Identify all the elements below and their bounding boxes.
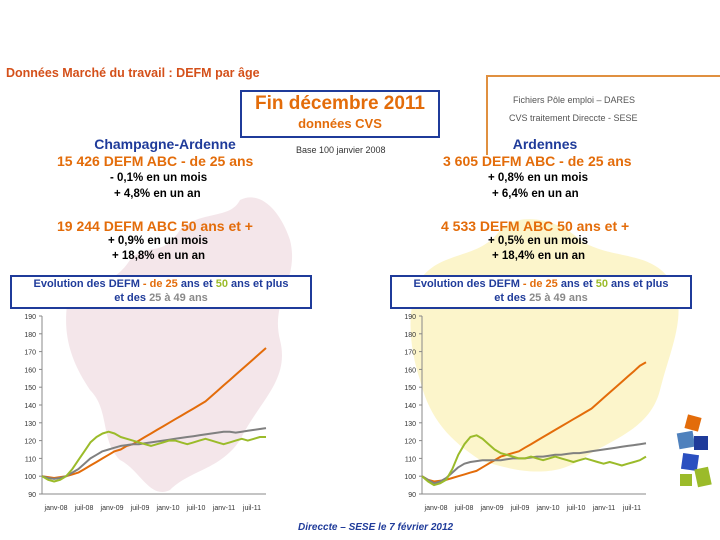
right-evo-text-3: - de 25: [522, 278, 558, 290]
left-chart-series-line-0: [41, 347, 267, 479]
base-note: Base 100 janvier 2008: [296, 145, 386, 155]
left-chart-ytick-label: 130: [24, 421, 36, 428]
right-chart-ytick-label: 90: [408, 492, 416, 499]
heading-line-2: données CVS: [298, 116, 382, 131]
right-chart-xtick-label: juil-10: [566, 505, 586, 512]
right-chart-xtick-label: juil-08: [454, 505, 474, 512]
left-chart-xtick-label: janv-08: [44, 505, 68, 512]
right-chart-ytick-label: 160: [404, 367, 416, 374]
left-evo-text-1: Evolution des: [33, 278, 106, 290]
left-chart-ytick-label: 100: [24, 474, 36, 481]
footer-note: Direccte – SESE le 7 février 2012: [298, 522, 454, 533]
right-chart-ytick-label: 180: [404, 332, 416, 339]
right-chart-xtick-label: janv-11: [592, 505, 616, 512]
right-evolution-box: Evolution des DEFM - de 25 ans et 50 ans…: [390, 275, 692, 309]
left-chart-series-line-2: [41, 430, 266, 483]
right-evo-text-2: DEFM: [488, 278, 520, 290]
page-title: Données Marché du travail : DEFM par âge: [6, 66, 260, 80]
right-chart-xtick-label: juil-11: [622, 505, 641, 512]
left-chart-xtick-label: juil-11: [242, 505, 261, 512]
right-chart-xtick-label: janv-09: [480, 505, 504, 512]
left-chart-ytick-label: 170: [24, 350, 36, 357]
right-evo-text-6: ans et plus: [611, 278, 669, 290]
left-chart-ytick-label: 180: [24, 332, 36, 339]
left-senior-month: + 0,9% en un mois: [108, 235, 209, 247]
left-line-chart: 90 100 110 120 130 140 150 160 170 180 190 janv-08 j…: [24, 314, 267, 512]
left-young-count: 15 426 DEFM ABC - de 25 ans: [57, 153, 254, 169]
right-evo-text-4: ans et: [560, 278, 593, 290]
left-chart-ytick-label: 90: [28, 492, 36, 499]
left-evo-text-8: 25 à 49: [149, 292, 186, 304]
left-young-year: + 4,8% en un an: [114, 188, 201, 200]
left-evo-text-5: 50: [215, 278, 228, 290]
right-evo-text-7: et des: [494, 292, 526, 304]
right-chart-series-line-2: [421, 434, 647, 487]
left-evo-text-6: ans et plus: [231, 278, 289, 290]
right-chart-xtick-label: janv-08: [424, 505, 448, 512]
right-chart-ytick-label: 120: [404, 439, 416, 446]
left-chart-ytick-label: 160: [24, 367, 36, 374]
right-evolution-line-1: Evolution des DEFM - de 25 ans et 50 ans…: [392, 277, 690, 291]
right-chart-ytick-label: 190: [404, 314, 416, 321]
header-rule-vertical: [486, 75, 488, 155]
right-senior-year: + 18,4% en un an: [492, 250, 585, 262]
right-chart-xtick-label: juil-09: [510, 505, 530, 512]
right-young-month: + 0,8% en un mois: [488, 172, 589, 184]
right-chart-ytick-label: 150: [404, 385, 416, 392]
left-chart-xtick-label: juil-09: [130, 505, 150, 512]
left-chart-xtick-label: juil-08: [74, 505, 94, 512]
left-evolution-line-1: Evolution des DEFM - de 25 ans et 50 ans…: [12, 277, 310, 291]
left-chart-xtick-label: juil-10: [186, 505, 206, 512]
heading-line-1: Fin décembre 2011: [254, 93, 426, 114]
left-evo-text-3: - de 25: [142, 278, 178, 290]
right-chart-xtick-label: janv-10: [536, 505, 560, 512]
left-evo-text-7: et des: [114, 292, 146, 304]
left-senior-year: + 18,8% en un an: [112, 250, 205, 262]
right-chart-ytick-label: 100: [404, 474, 416, 481]
left-chart-ytick-label: 120: [24, 439, 36, 446]
left-senior-count: 19 244 DEFM ABC 50 ans et +: [57, 218, 253, 234]
left-evolution-line-2: et des 25 à 49 ans: [12, 291, 310, 305]
right-chart-series-line-0: [421, 361, 647, 483]
left-chart-ytick-label: 190: [24, 314, 36, 321]
right-chart-ytick-label: 140: [404, 403, 416, 410]
right-evo-text-5: 50: [595, 278, 608, 290]
source-line-2: CVS traitement Direccte - SESE: [509, 113, 638, 123]
left-chart-ytick-label: 140: [24, 403, 36, 410]
left-evolution-box: Evolution des DEFM - de 25 ans et 50 ans…: [10, 275, 312, 309]
left-evo-text-4: ans et: [180, 278, 213, 290]
left-chart-xtick-label: janv-09: [100, 505, 124, 512]
right-senior-count: 4 533 DEFM ABC 50 ans et +: [441, 218, 630, 234]
left-chart-xtick-label: janv-10: [156, 505, 180, 512]
right-chart-ytick-label: 110: [405, 456, 416, 463]
left-chart-xtick-label: janv-11: [212, 505, 236, 512]
left-region-name: Champagne-Ardenne: [94, 136, 236, 152]
left-young-month: - 0,1% en un mois: [110, 172, 208, 184]
left-evo-text-2: DEFM: [108, 278, 140, 290]
header-rule-horizontal: [486, 75, 720, 77]
right-young-year: + 6,4% en un an: [492, 188, 579, 200]
left-evo-text-9: ans: [188, 292, 208, 304]
right-evolution-line-2: et des 25 à 49 ans: [392, 291, 690, 305]
right-region-name: Ardennes: [512, 136, 578, 152]
right-senior-month: + 0,5% en un mois: [488, 235, 589, 247]
right-evo-text-1: Evolution des: [413, 278, 486, 290]
left-chart-ytick-label: 110: [25, 456, 36, 463]
left-chart-series-line-1: [41, 427, 267, 480]
right-young-count: 3 605 DEFM ABC - de 25 ans: [443, 153, 632, 169]
right-line-chart: 90 100 110 120 130 140 150 160 170 180 190 janv-08 j…: [404, 314, 647, 512]
left-chart-ytick-label: 150: [24, 385, 36, 392]
right-chart-ytick-label: 170: [404, 350, 416, 357]
right-evo-text-9: ans: [568, 292, 588, 304]
source-line-1: Fichiers Pôle emploi – DARES: [513, 95, 636, 105]
right-evo-text-8: 25 à 49: [529, 292, 566, 304]
right-chart-ytick-label: 130: [404, 421, 416, 428]
region-map-background: [66, 197, 293, 493]
region-logo: [676, 414, 712, 488]
heading-box: Fin décembre 2011 données CVS: [240, 90, 440, 138]
